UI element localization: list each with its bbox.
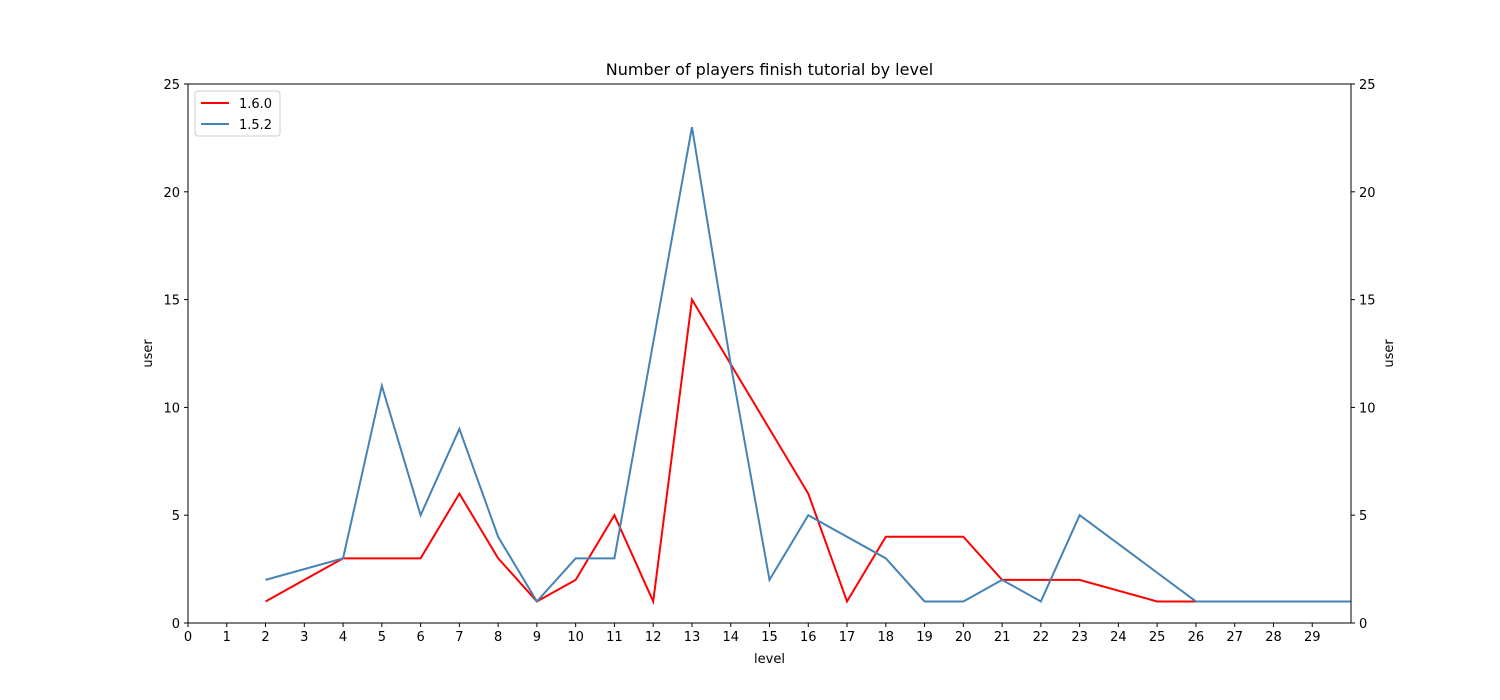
y-axis-title-right: user — [1382, 339, 1397, 368]
x-tick-label: 20 — [955, 630, 972, 645]
x-axis-title: level — [754, 652, 785, 667]
y-tick-label-right: 0 — [1359, 617, 1367, 632]
x-tick-label: 25 — [1149, 630, 1166, 645]
y-tick-label-right: 15 — [1359, 294, 1376, 309]
series-line-1-6-0 — [265, 296, 1351, 606]
series-line-1-5-2 — [265, 126, 1351, 604]
x-tick-label: 10 — [567, 630, 584, 645]
chart-title: Number of players finish tutorial by lev… — [606, 60, 933, 79]
x-tick-label: 14 — [722, 630, 739, 645]
x-tick-label: 19 — [916, 630, 933, 645]
legend: 1.6.0 1.5.2 — [194, 90, 281, 137]
series-layer — [265, 126, 1351, 606]
x-tick-label: 16 — [800, 630, 817, 645]
x-tick-label: 1 — [223, 630, 231, 645]
y-tick-label-left: 5 — [172, 509, 180, 524]
y-tick-label-right: 10 — [1359, 401, 1376, 416]
y-tick-label-left: 25 — [163, 78, 180, 93]
x-tick-label: 9 — [533, 630, 541, 645]
plot-frame — [187, 83, 1352, 624]
x-tick-label: 4 — [339, 630, 347, 645]
y-tick-label-left: 10 — [163, 401, 180, 416]
y-tick-label-right: 20 — [1359, 186, 1376, 201]
ticks-layer: 0 1 2 3 4 5 6 7 8 9 10 11 12 13 14 15 16 17 18 19 20 21 22 23 24… — [163, 78, 1375, 645]
legend-label: 1.5.2 — [239, 118, 272, 133]
x-tick-label: 28 — [1265, 630, 1282, 645]
x-tick-label: 6 — [416, 630, 424, 645]
y-tick-label-left: 15 — [163, 294, 180, 309]
x-tick-label: 11 — [606, 630, 623, 645]
x-tick-label: 7 — [455, 630, 463, 645]
x-tick-label: 0 — [184, 630, 192, 645]
x-tick-label: 27 — [1226, 630, 1243, 645]
x-tick-label: 5 — [378, 630, 386, 645]
x-tick-label: 22 — [1033, 630, 1050, 645]
x-tick-label: 18 — [878, 630, 895, 645]
x-tick-label: 24 — [1110, 630, 1127, 645]
x-tick-label: 26 — [1188, 630, 1205, 645]
y-tick-label-left: 20 — [163, 186, 180, 201]
x-tick-label: 13 — [684, 630, 701, 645]
y-tick-label-left: 0 — [172, 617, 180, 632]
x-tick-label: 12 — [645, 630, 662, 645]
y-tick-label-right: 25 — [1359, 78, 1376, 93]
y-tick-label-right: 5 — [1359, 509, 1367, 524]
x-tick-label: 3 — [300, 630, 308, 645]
legend-label: 1.6.0 — [239, 97, 272, 112]
x-tick-label: 23 — [1071, 630, 1088, 645]
x-tick-label: 21 — [994, 630, 1011, 645]
y-axis-title-left: user — [141, 339, 156, 368]
x-tick-label: 29 — [1304, 630, 1321, 645]
x-tick-label: 2 — [261, 630, 269, 645]
x-tick-label: 15 — [761, 630, 778, 645]
x-tick-label: 8 — [494, 630, 502, 645]
x-tick-label: 17 — [839, 630, 856, 645]
